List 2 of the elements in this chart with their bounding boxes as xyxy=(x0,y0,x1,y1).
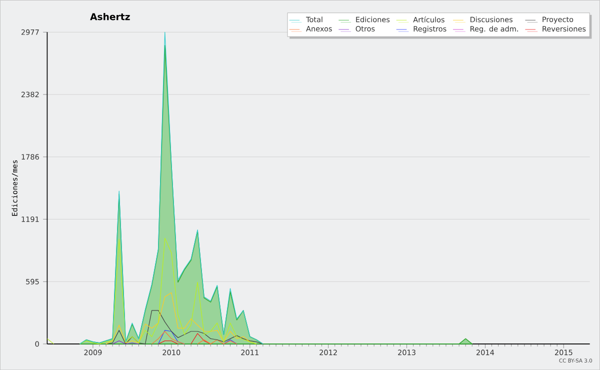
chart-title: Ashertz xyxy=(90,12,130,20)
line-series xyxy=(106,310,264,344)
